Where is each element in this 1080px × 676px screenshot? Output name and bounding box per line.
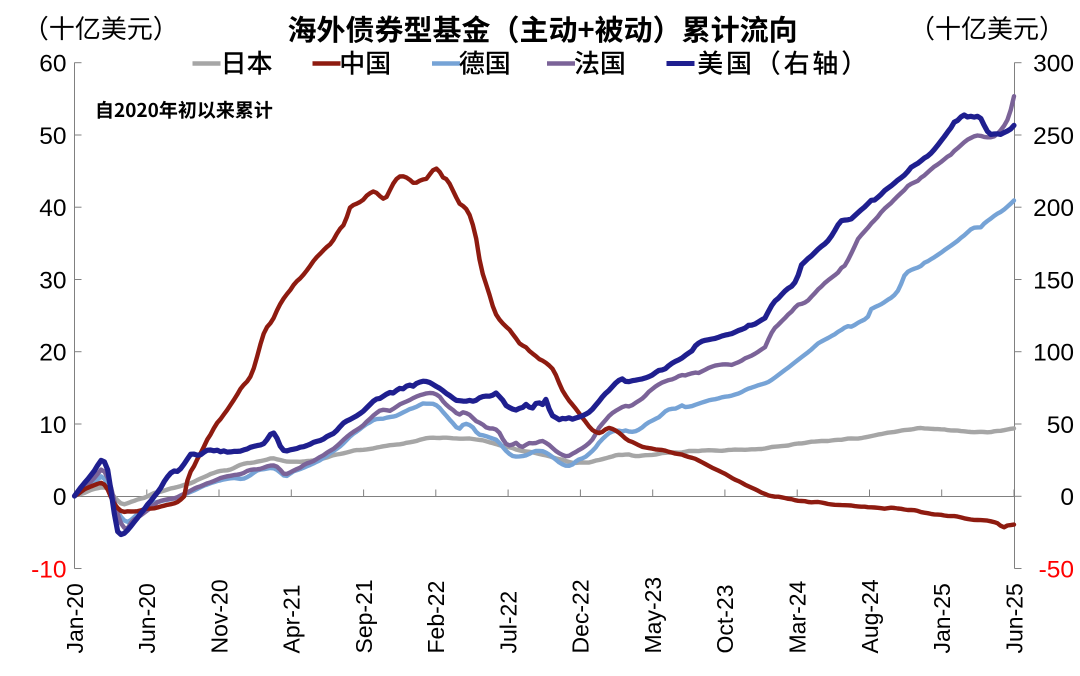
svg-text:Sep-21: Sep-21 (351, 579, 377, 653)
svg-text:Jun-25: Jun-25 (1001, 583, 1027, 653)
svg-text:0: 0 (53, 484, 67, 511)
svg-text:May-23: May-23 (640, 577, 666, 654)
svg-text:Aug-24: Aug-24 (857, 579, 883, 653)
svg-text:Oct-23: Oct-23 (712, 584, 738, 653)
svg-text:30: 30 (39, 267, 66, 294)
svg-text:-50: -50 (1039, 556, 1074, 583)
svg-text:Nov-20: Nov-20 (206, 579, 232, 653)
svg-text:Jan-20: Jan-20 (62, 583, 88, 653)
svg-text:150: 150 (1033, 267, 1074, 294)
svg-text:50: 50 (39, 123, 66, 150)
svg-text:Jul-22: Jul-22 (495, 591, 521, 654)
svg-text:60: 60 (39, 51, 66, 78)
svg-text:Jun-20: Jun-20 (134, 583, 160, 653)
svg-text:Mar-24: Mar-24 (785, 580, 811, 653)
svg-text:Dec-22: Dec-22 (568, 579, 594, 653)
svg-text:100: 100 (1033, 340, 1074, 367)
svg-text:0: 0 (1060, 484, 1074, 511)
svg-text:250: 250 (1033, 123, 1074, 150)
svg-text:200: 200 (1033, 195, 1074, 222)
svg-text:50: 50 (1047, 412, 1074, 439)
svg-text:40: 40 (39, 195, 66, 222)
svg-text:20: 20 (39, 340, 66, 367)
svg-text:Jan-25: Jan-25 (929, 583, 955, 653)
svg-text:-10: -10 (31, 556, 66, 583)
svg-text:Apr-21: Apr-21 (279, 584, 305, 653)
svg-text:Feb-22: Feb-22 (423, 581, 449, 654)
svg-text:10: 10 (39, 412, 66, 439)
svg-text:300: 300 (1033, 51, 1074, 78)
